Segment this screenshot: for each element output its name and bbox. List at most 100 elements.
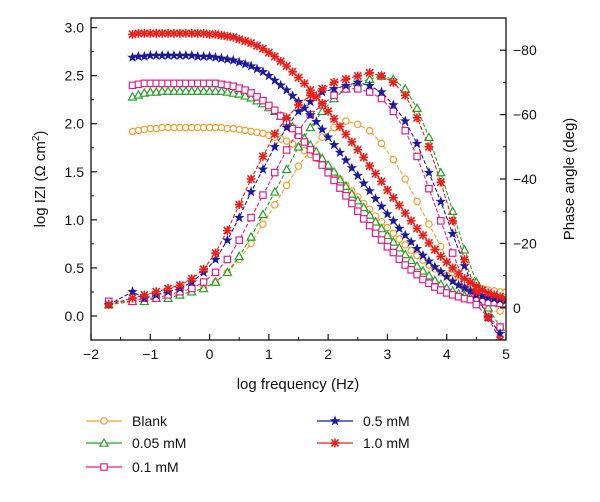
modulus-point	[346, 162, 358, 173]
phase-point	[400, 90, 410, 100]
modulus-point	[204, 50, 215, 61]
modulus-point	[460, 274, 469, 283]
phase-point	[471, 287, 481, 297]
modulus-point	[334, 147, 346, 157]
modulus-point	[251, 63, 263, 74]
modulus-point	[140, 125, 149, 134]
modulus-point	[509, 290, 515, 296]
modulus-point	[388, 193, 398, 203]
legend-label: 1.0 mM	[363, 435, 410, 451]
modulus-point	[329, 114, 339, 124]
y-left-tick-label: 2.5	[65, 68, 85, 84]
phase-point	[294, 100, 303, 110]
phase-point	[128, 293, 137, 303]
modulus-point	[340, 180, 351, 191]
phase-point	[389, 107, 398, 116]
modulus-point	[459, 282, 470, 293]
modulus-point	[329, 166, 340, 176]
phase-point	[341, 74, 351, 84]
modulus-point	[228, 87, 239, 97]
legend-item-0-5-mm: 0.5 mM	[317, 413, 410, 429]
modulus-point	[407, 246, 415, 255]
modulus-point	[317, 99, 327, 108]
y-left-title-superscript: 2	[31, 135, 42, 141]
y-right-tick-label: −20	[513, 235, 537, 251]
modulus-point	[157, 85, 168, 95]
x-tick-label: 4	[443, 346, 451, 362]
y-left-title-part: cm	[32, 141, 49, 165]
modulus-point	[312, 153, 321, 162]
modulus-point	[311, 116, 322, 127]
phase-point	[435, 196, 446, 206]
phase-point	[353, 85, 362, 93]
modulus-point	[425, 279, 433, 288]
modulus-point	[229, 124, 238, 133]
modulus-point	[198, 85, 209, 95]
phase-point	[459, 260, 470, 271]
phase-point	[234, 251, 245, 261]
y-right-tick-label: 0	[513, 300, 521, 316]
modulus-point	[424, 238, 434, 248]
phase-point	[293, 141, 304, 151]
phase-point	[175, 280, 185, 290]
modulus-point	[400, 249, 411, 259]
modulus-point	[323, 159, 334, 169]
x-tick-label: −2	[83, 346, 99, 362]
phase-point	[448, 216, 458, 226]
phase-point	[234, 200, 244, 210]
y-axis-right-title: Phase angle (deg)	[561, 118, 578, 241]
phase-point	[389, 155, 398, 164]
y-left-tick-label: 0.0	[65, 308, 85, 324]
modulus-point	[145, 86, 156, 96]
x-axis-title: log frequency (Hz)	[237, 376, 360, 393]
modulus-point	[247, 89, 255, 97]
modulus-point	[418, 230, 428, 240]
phase-point	[413, 152, 421, 161]
modulus-point	[365, 221, 374, 230]
modulus-point	[453, 279, 464, 290]
modulus-point	[134, 126, 143, 135]
x-tick-label: −1	[142, 346, 158, 362]
modulus-point	[340, 154, 352, 165]
legend-label: 0.5 mM	[363, 413, 410, 429]
phase-point	[282, 181, 291, 190]
phase-point	[282, 146, 291, 154]
modulus-point	[365, 161, 375, 171]
phase-point	[151, 287, 161, 297]
phase-point	[412, 102, 423, 112]
modulus-point	[324, 168, 332, 177]
series-0-1-mm	[104, 79, 506, 331]
modulus-point	[210, 51, 221, 62]
phase-point	[187, 284, 196, 293]
modulus-point	[447, 275, 458, 286]
phase-point	[139, 290, 149, 300]
modulus-point	[287, 90, 298, 101]
phase-point	[257, 163, 269, 174]
x-tick-label: 5	[502, 346, 510, 362]
phase-point	[376, 86, 387, 97]
y-left-tick-label: 3.0	[65, 20, 85, 36]
modulus-point	[228, 54, 239, 65]
phase-point	[483, 302, 494, 312]
modulus-point	[371, 169, 380, 179]
phase-point	[400, 115, 411, 126]
modulus-point	[259, 96, 267, 105]
modulus-point	[412, 260, 423, 270]
x-tick-label: 1	[265, 346, 273, 362]
phase-point	[496, 307, 504, 315]
modulus-point	[389, 229, 398, 238]
modulus-point	[395, 255, 404, 264]
modulus-point	[441, 271, 452, 281]
phase-point	[364, 80, 375, 91]
phase-point	[436, 177, 446, 187]
modulus-point	[376, 200, 387, 211]
y-left-tick-label: 0.5	[65, 260, 85, 276]
y-left-title-part: )	[32, 131, 49, 136]
modulus-point	[163, 85, 174, 95]
phase-point	[483, 313, 493, 322]
phase-point	[246, 231, 257, 241]
y-right-tick-label: −40	[513, 171, 537, 187]
modulus-point	[358, 177, 369, 188]
modulus-point	[328, 139, 340, 150]
modulus-point	[520, 300, 528, 307]
